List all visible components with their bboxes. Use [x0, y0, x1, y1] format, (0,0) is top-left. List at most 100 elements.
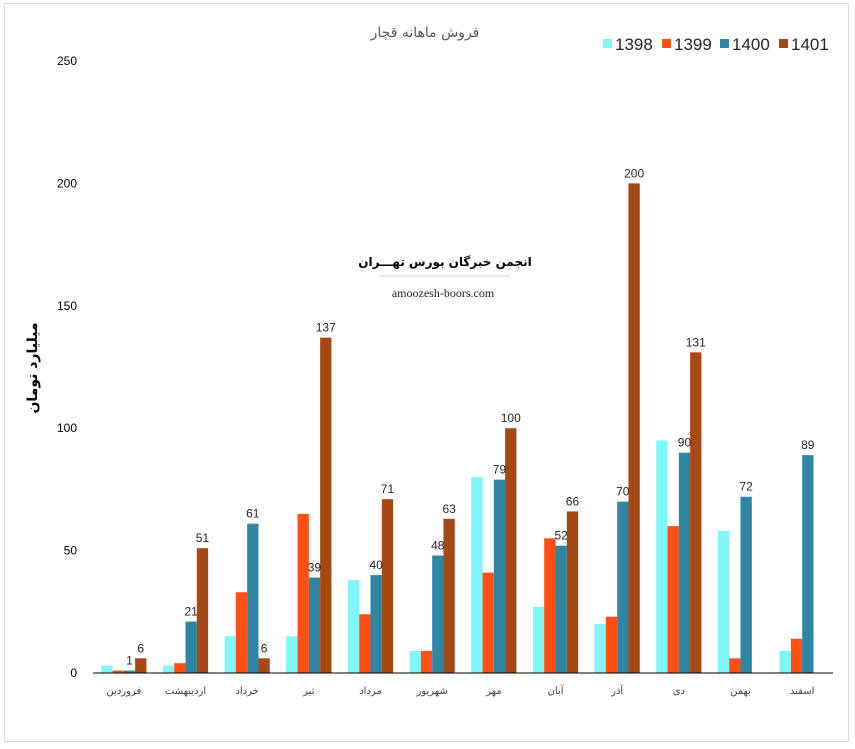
bar-1399 [112, 670, 124, 673]
data-label: 79 [493, 463, 507, 477]
y-axis: 0 50 100 150 200 250 [57, 54, 77, 680]
data-label: 6 [261, 641, 268, 655]
bar-1401 [320, 337, 332, 673]
bar-1400 [678, 452, 691, 673]
bar-1399 [297, 513, 309, 673]
bar-1399 [729, 658, 741, 673]
bar-1400 [740, 496, 752, 673]
data-label: 89 [801, 438, 815, 452]
bar-1399 [605, 616, 618, 673]
data-label: 1 [126, 654, 133, 668]
bar-1399 [790, 638, 803, 673]
x-tick-label: تیر [302, 686, 315, 697]
bar-1400 [493, 479, 506, 673]
bar-1398 [532, 606, 545, 673]
bar-1398 [409, 650, 421, 673]
bar-1400 [432, 555, 444, 673]
bar-1401 [566, 511, 579, 673]
x-tick-label: اسفند [790, 686, 814, 697]
y-tick-label: 200 [57, 176, 77, 190]
y-tick-label: 0 [70, 666, 77, 680]
data-label: 51 [196, 531, 210, 545]
x-tick-label: مرداد [359, 686, 382, 697]
x-axis: فروردین اردیبهشت خرداد تیر مرداد شهریور مهر آبا… [106, 684, 814, 697]
bar-1398 [594, 624, 606, 673]
bar-1400 [123, 670, 136, 673]
bar-1398 [286, 636, 298, 673]
data-label: 39 [308, 561, 322, 575]
bar-1399 [420, 650, 433, 673]
data-label: 131 [686, 335, 706, 349]
y-tick-label: 150 [57, 299, 77, 313]
data-label: 61 [246, 507, 260, 521]
data-label: 66 [566, 494, 580, 508]
y-tick-label: 50 [64, 544, 78, 558]
data-label: 40 [369, 558, 383, 572]
bar-1400 [802, 455, 814, 673]
bar-1400 [555, 545, 567, 673]
bar-1401 [690, 352, 702, 673]
y-tick-label: 250 [57, 54, 77, 68]
data-labels: 1621516163913740714863791005266702009013… [126, 166, 815, 667]
bars [101, 183, 814, 673]
x-tick-label: آذر [610, 684, 624, 697]
bar-1398 [656, 440, 668, 673]
data-label: 71 [381, 482, 395, 496]
bar-1400 [247, 523, 259, 673]
legend-swatch-1399 [662, 39, 671, 48]
legend-swatch-1398 [603, 39, 612, 48]
bar-1398 [224, 636, 236, 673]
watermark-name: انجمن خبرگان بورس تهـــران [358, 255, 531, 270]
bar-1399 [235, 592, 248, 673]
bar-1399 [359, 614, 371, 673]
x-tick-label: اردیبهشت [165, 686, 206, 697]
legend-swatch-1401 [779, 39, 788, 48]
bar-1401 [258, 658, 270, 673]
data-label: 100 [501, 411, 521, 425]
y-tick-label: 100 [57, 421, 77, 435]
data-label: 200 [624, 166, 644, 180]
data-label: 90 [678, 436, 692, 450]
x-tick-label: بهمن [730, 686, 751, 697]
bar-1398 [471, 477, 483, 673]
bar-1401 [628, 183, 640, 673]
watermark: انجمن خبرگان بورس تهـــران amoozesh-boor… [358, 243, 532, 308]
x-tick-label: شهریور [416, 686, 448, 697]
data-label: 70 [616, 485, 630, 499]
legend-label-1398: 1398 [615, 35, 653, 54]
bar-1398 [101, 665, 113, 673]
y-axis-label: میلیارد تومان [25, 322, 41, 413]
x-tick-label: مهر [485, 686, 501, 697]
bar-1401 [443, 518, 455, 673]
bar-1398 [162, 665, 175, 673]
chart-title: فروش ماهانه قچار [370, 25, 480, 41]
bar-1400 [370, 575, 382, 673]
bar-1401 [196, 548, 209, 673]
data-label: 72 [739, 480, 753, 494]
x-tick-label: خرداد [235, 686, 258, 697]
data-label: 52 [554, 529, 568, 543]
x-tick-label: دی [673, 686, 685, 697]
watermark-url: amoozesh-boors.com [392, 286, 495, 300]
data-label: 21 [184, 605, 198, 619]
bar-1401 [135, 658, 147, 673]
bar-1401 [505, 428, 517, 673]
bar-1398 [717, 531, 730, 673]
legend: 1398 1399 1400 1401 [603, 35, 829, 54]
x-tick-label: فروردین [106, 686, 141, 697]
bar-1399 [174, 663, 186, 673]
legend-label-1401: 1401 [791, 35, 829, 54]
data-label: 63 [442, 502, 456, 516]
bar-1400 [185, 621, 197, 673]
bar-1399 [544, 538, 556, 673]
bar-1398 [779, 650, 791, 673]
legend-label-1399: 1399 [674, 35, 712, 54]
bar-1400 [308, 577, 321, 673]
bar-1399 [482, 572, 494, 673]
bar-1401 [381, 499, 394, 673]
x-tick-label: آبان [548, 684, 565, 697]
data-label: 6 [137, 641, 144, 655]
legend-label-1400: 1400 [732, 35, 770, 54]
bar-1398 [347, 579, 360, 673]
